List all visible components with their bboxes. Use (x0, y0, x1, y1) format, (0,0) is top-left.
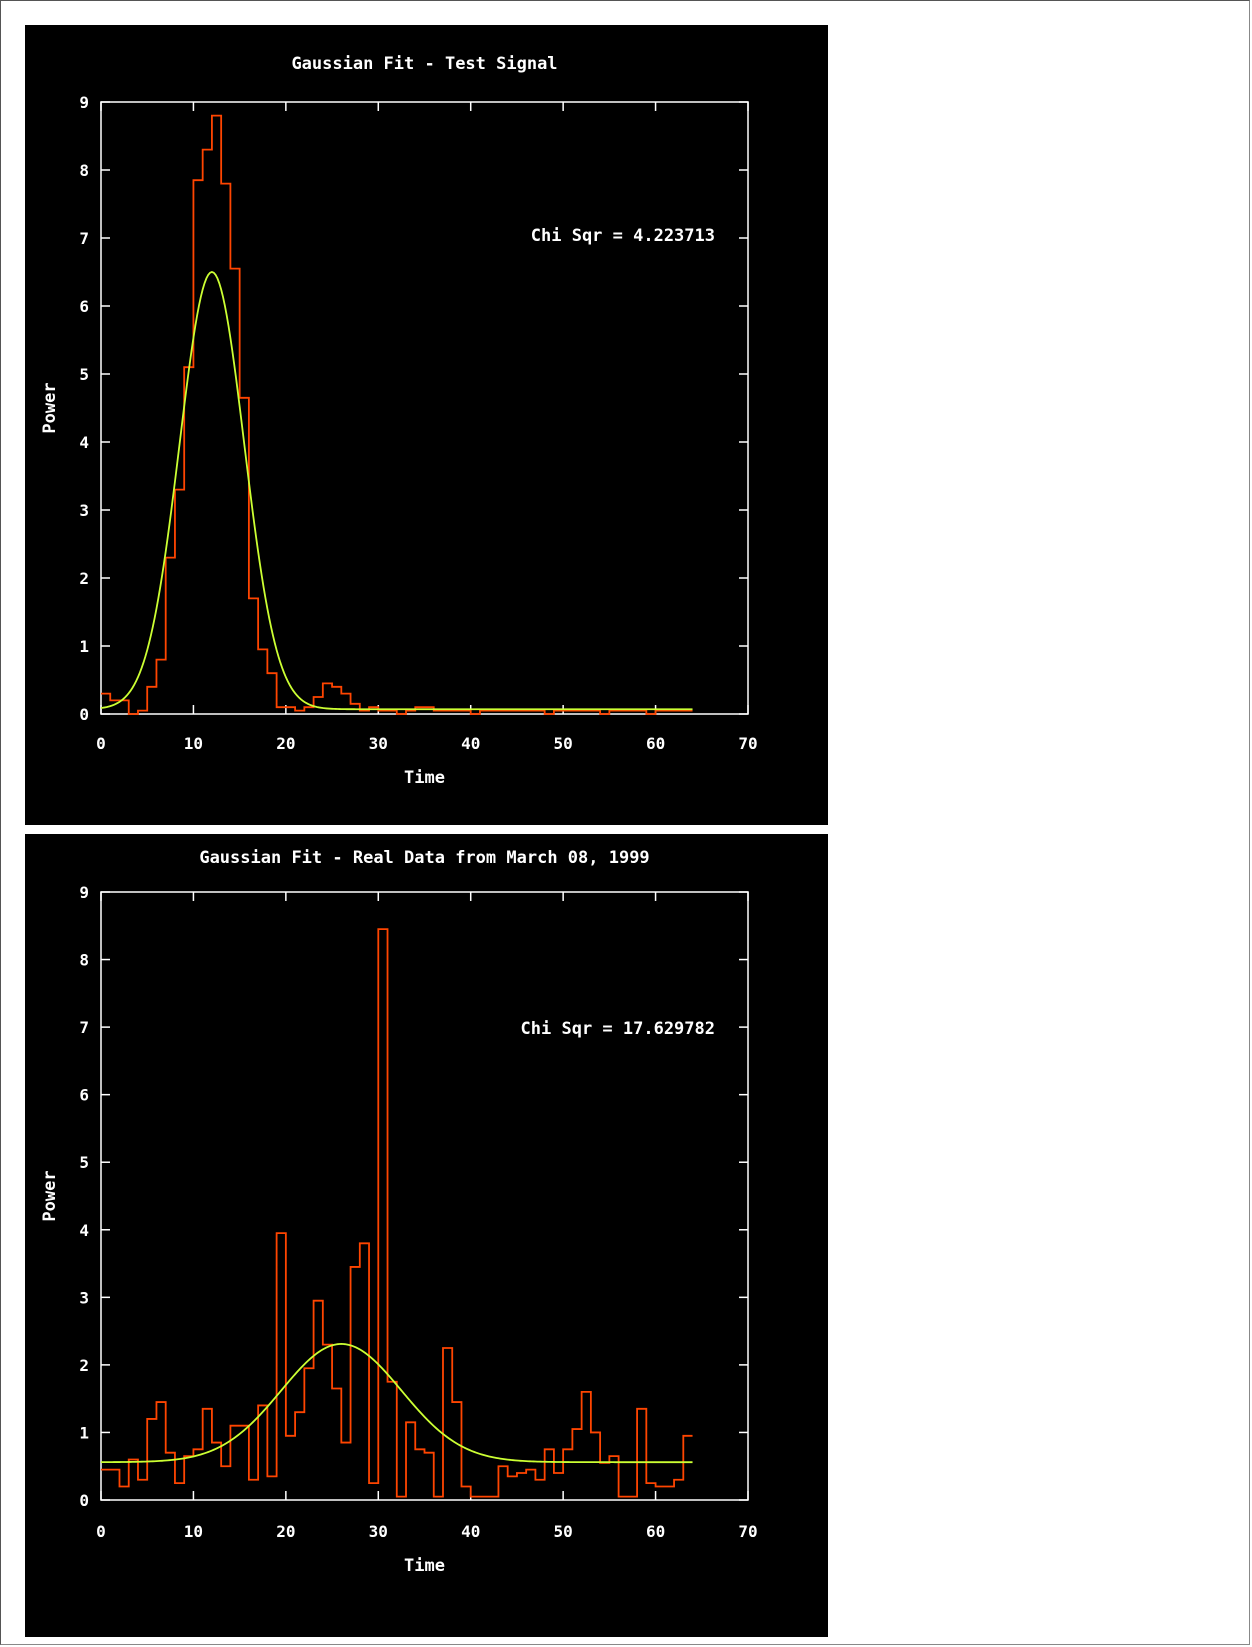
y-tick-label: 9 (79, 93, 89, 112)
x-tick-label: 60 (646, 1522, 665, 1541)
y-tick-label: 0 (79, 1491, 89, 1510)
y-axis-label: Power (40, 1170, 60, 1221)
y-tick-label: 3 (79, 1288, 89, 1307)
x-tick-label: 30 (369, 734, 388, 753)
y-tick-label: 6 (79, 297, 89, 316)
y-tick-label: 7 (79, 229, 89, 248)
gaussian-fit-curve (100, 271, 693, 711)
histogram-series (101, 114, 693, 715)
plot-frame (100, 891, 749, 1501)
plot-frame (100, 101, 749, 715)
histogram-series (101, 928, 693, 1498)
x-tick-label: 70 (738, 1522, 757, 1541)
chart-svg-real-data: Gaussian Fit - Real Data from March 08, … (40, 848, 758, 1576)
x-tick-label: 70 (738, 734, 757, 753)
x-axis-label: Time (404, 768, 445, 788)
x-tick-label: 40 (461, 1522, 480, 1541)
y-tick-label: 4 (79, 433, 89, 452)
y-tick-label: 1 (79, 637, 89, 656)
chart-title: Gaussian Fit - Real Data from March 08, … (199, 848, 649, 868)
y-tick-label: 6 (79, 1086, 89, 1105)
y-tick-label: 8 (79, 161, 89, 180)
y-tick-label: 2 (79, 569, 89, 588)
x-tick-label: 50 (554, 734, 573, 753)
y-tick-label: 2 (79, 1356, 89, 1375)
y-tick-label: 5 (79, 365, 89, 384)
y-tick-label: 0 (79, 705, 89, 724)
y-tick-label: 9 (79, 883, 89, 902)
x-tick-label: 20 (276, 1522, 295, 1541)
y-tick-label: 4 (79, 1221, 89, 1240)
x-tick-label: 0 (96, 1522, 106, 1541)
y-axis-label: Power (40, 382, 60, 433)
y-tick-label: 5 (79, 1153, 89, 1172)
x-axis-label: Time (404, 1556, 445, 1576)
y-tick-label: 3 (79, 501, 89, 520)
chi-square-annotation: Chi Sqr = 17.629782 (521, 1019, 715, 1039)
chart-panel-test-signal: Gaussian Fit - Test Signal 0 10 20 30 40 50 60 7… (25, 25, 828, 825)
x-tick-label: 60 (646, 734, 665, 753)
x-tick-label: 30 (369, 1522, 388, 1541)
x-tick-label: 10 (184, 734, 203, 753)
y-tick-label: 8 (79, 951, 89, 970)
x-tick-label: 0 (96, 734, 106, 753)
gaussian-fit-curve (100, 1343, 693, 1464)
y-tick-label: 7 (79, 1018, 89, 1037)
chi-square-annotation: Chi Sqr = 4.223713 (531, 226, 715, 246)
x-tick-label: 20 (276, 734, 295, 753)
chart-title: Gaussian Fit - Test Signal (291, 54, 557, 74)
chart-panel-real-data: Gaussian Fit - Real Data from March 08, … (25, 834, 828, 1637)
x-tick-label: 50 (554, 1522, 573, 1541)
x-tick-label: 10 (184, 1522, 203, 1541)
y-tick-label: 1 (79, 1423, 89, 1442)
x-tick-label: 40 (461, 734, 480, 753)
